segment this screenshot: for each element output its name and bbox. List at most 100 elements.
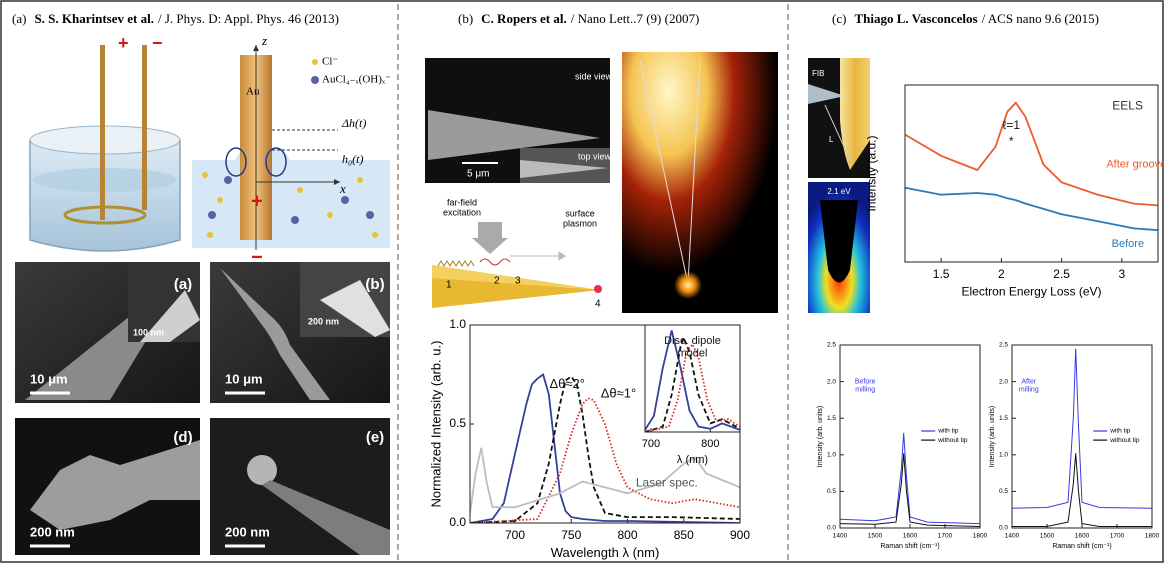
panel-label: (c) bbox=[832, 11, 846, 26]
emission-image bbox=[622, 52, 778, 313]
image-label: (d) bbox=[173, 429, 192, 446]
scale-label: 5 μm bbox=[467, 169, 489, 180]
series-line bbox=[1012, 453, 1152, 527]
image-label: (e) bbox=[366, 429, 384, 446]
x-tick-label: 1500 bbox=[868, 533, 883, 540]
annotation: Δθ≈2° bbox=[549, 376, 584, 391]
plus-label: + bbox=[118, 33, 129, 53]
annotation: Disc. dipole bbox=[664, 335, 721, 347]
point-label: 4 bbox=[595, 299, 601, 310]
beaker bbox=[29, 45, 181, 252]
sem-image bbox=[15, 262, 200, 403]
x-tick-label: 1600 bbox=[1075, 533, 1090, 540]
bottom-minus: − bbox=[251, 246, 263, 268]
x-tick-label: 800 bbox=[617, 528, 637, 542]
x-axis-label: Raman shift (cm⁻¹) bbox=[1052, 543, 1111, 550]
panel-header: (a) S. S. Kharintsev et al. / J. Phys. D: … bbox=[12, 11, 339, 26]
x-tick-label: 1400 bbox=[1005, 533, 1020, 540]
y-tick-label: 1.0 bbox=[449, 317, 466, 331]
schematic-label: surface bbox=[565, 208, 595, 218]
series-line bbox=[1012, 348, 1152, 509]
legend-label: with tip bbox=[1109, 428, 1131, 435]
scale-label: 200 nm bbox=[30, 524, 75, 539]
series-line bbox=[470, 375, 740, 523]
schematic-label: plasmon bbox=[563, 218, 597, 228]
x-tick-label: 3 bbox=[1119, 267, 1126, 281]
y-tick-label: 0.5 bbox=[999, 488, 1008, 495]
y-axis-label: Intensity (arb. units) bbox=[989, 406, 996, 467]
source: / J. Phys. D: Appl. Phys. 46 (2013) bbox=[158, 11, 339, 26]
fib-image bbox=[808, 58, 870, 178]
annotation: Before bbox=[855, 378, 876, 385]
chart: 1.5 2 2.5 3 Electron Energy Loss (eV) Intensi… bbox=[864, 84, 1164, 299]
scale-label: 10 μm bbox=[30, 371, 68, 386]
x-axis-label: Raman shift (cm⁻¹) bbox=[880, 543, 939, 550]
x-tick-label: 1500 bbox=[1040, 533, 1055, 540]
cl-label: Cl⁻ bbox=[322, 56, 338, 68]
y-tick-label: 2.0 bbox=[827, 378, 836, 385]
x-tick-label: 1600 bbox=[903, 533, 918, 540]
scale-label: 200 nm bbox=[225, 524, 270, 539]
x-tick-label: 850 bbox=[674, 528, 694, 542]
plot-frame bbox=[1011, 344, 1153, 529]
chart: 700 750 800 850 900 0.0 0.5 1.0 Wavelength λ (nm… bbox=[429, 317, 751, 560]
chart: 1400 1500 1600 1700 1800 0.0 0.5 1.0 1.5 2.0 2.5 Ra… bbox=[817, 342, 987, 550]
series-line bbox=[645, 330, 740, 431]
x-tick-label: 2 bbox=[998, 267, 1005, 281]
y-axis-label: Normalized Intensity (arb. u.) bbox=[429, 341, 444, 508]
complex-label: AuCl₄₋ₓ(OH)ₓ⁻ bbox=[322, 74, 391, 86]
x-tick-label: 800 bbox=[701, 438, 719, 450]
annotation: ℓ=1 bbox=[1002, 118, 1020, 132]
annotation: After bbox=[1021, 378, 1036, 385]
y-tick-label: 2.5 bbox=[999, 342, 1008, 349]
series-label: After groove bbox=[1106, 159, 1164, 171]
image-label: (b) bbox=[365, 276, 384, 293]
x-axis-label: Electron Energy Loss (eV) bbox=[961, 285, 1101, 299]
image-label: FIB bbox=[812, 69, 824, 78]
plasmon-schematic bbox=[432, 222, 602, 308]
plot-frame bbox=[904, 84, 1159, 263]
electrode-schematic bbox=[192, 45, 390, 250]
y-axis-label: Intensity (a.u.) bbox=[864, 135, 878, 211]
annotation: EELS bbox=[1112, 98, 1143, 112]
series-line bbox=[905, 101, 1158, 207]
y-tick-label: 1.5 bbox=[827, 415, 836, 422]
y-tick-label: 2.5 bbox=[827, 342, 836, 349]
authors: S. S. Kharintsev et al. bbox=[34, 11, 154, 26]
plot-frame bbox=[644, 324, 741, 433]
sem-image bbox=[15, 418, 200, 555]
source: / ACS nano 9.6 (2015) bbox=[982, 11, 1099, 26]
legend-label: without tip bbox=[1109, 437, 1140, 444]
panel-label: (b) bbox=[458, 11, 473, 26]
series-line bbox=[470, 397, 740, 523]
x-tick-label: 1800 bbox=[973, 533, 988, 540]
y-tick-label: 0.5 bbox=[449, 416, 466, 430]
y-tick-label: 0.0 bbox=[999, 525, 1008, 532]
panel-label: (a) bbox=[12, 11, 26, 26]
point-label: 3 bbox=[515, 276, 521, 287]
image-label: (a) bbox=[174, 276, 192, 293]
schematic-label: far-field bbox=[447, 197, 477, 207]
annotation: * bbox=[1009, 134, 1014, 148]
series-label: Before bbox=[1112, 238, 1144, 250]
image-label: 2.1 eV bbox=[827, 187, 851, 196]
axis-x: x bbox=[339, 181, 346, 196]
legend-label: with tip bbox=[937, 428, 959, 435]
chart: 1400 1500 1600 1700 1800 0.0 0.5 1.0 1.5 2.0 2.5 Ra… bbox=[989, 342, 1159, 550]
y-tick-label: 1.0 bbox=[827, 452, 836, 459]
panel-header: (b) C. Ropers et al. / Nano Lett..7 (9) (2… bbox=[458, 11, 699, 26]
au-label: Au bbox=[246, 86, 260, 98]
tip-plus: + bbox=[251, 190, 263, 212]
dh-label: Δh(t) bbox=[341, 116, 366, 130]
plot-frame bbox=[839, 344, 981, 529]
x-tick-label: 1700 bbox=[938, 533, 953, 540]
source: / Nano Lett..7 (9) (2007) bbox=[571, 11, 700, 26]
axis-z: z bbox=[261, 33, 267, 48]
sem-image bbox=[425, 58, 610, 183]
series-line bbox=[645, 335, 740, 432]
authors: C. Ropers et al. bbox=[481, 11, 567, 26]
point-label: 1 bbox=[446, 280, 452, 291]
